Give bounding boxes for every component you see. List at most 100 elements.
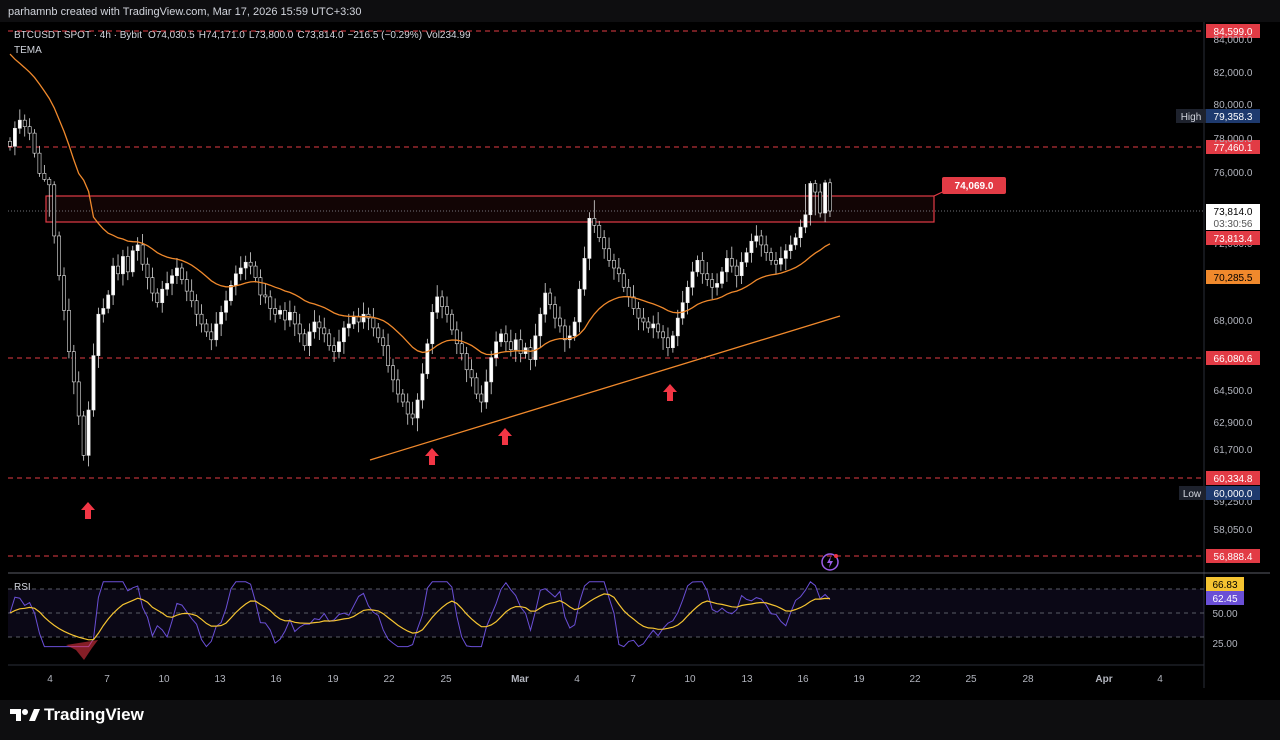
candle-body [661, 331, 665, 339]
time-axis[interactable]: 4 7 10 13 16 19 22 25 Mar 4 7 10 13 16 19 22 25 28 Apr 4 [47, 674, 1163, 685]
resistance-zone-box[interactable] [45, 195, 935, 223]
candle-body [656, 323, 661, 333]
candle-body [450, 313, 454, 331]
candle-body [332, 345, 336, 352]
price-axis-label: 82,000.0 [1214, 68, 1253, 79]
candle-body [396, 379, 400, 395]
candle-body [489, 357, 494, 383]
candle-body [631, 296, 636, 309]
candle-body [170, 275, 174, 284]
price-axis-label: 78,000.0 [1214, 134, 1253, 145]
candle-body [420, 373, 425, 401]
up-arrow-icon [663, 384, 677, 401]
rsi-axis-label: 50.00 [1212, 609, 1237, 620]
candle-body [793, 237, 798, 246]
up-arrow-icon [498, 428, 512, 445]
candle-body [292, 311, 297, 325]
candle-body [666, 337, 670, 349]
rsi-pane[interactable]: RSI 66.83 62.45 50.00 25.00 [8, 577, 1244, 660]
candle-body [454, 329, 459, 345]
price-axis-label: 76,000.0 [1214, 168, 1253, 179]
tradingview-logo[interactable]: TradingView [10, 705, 144, 725]
tema-line[interactable] [9, 53, 831, 356]
candle-body [361, 313, 366, 323]
candle-body [229, 285, 233, 302]
candle-body [680, 302, 685, 319]
rsi-purple-tag [1206, 591, 1244, 605]
candle-body [734, 265, 739, 277]
time-axis-label: 13 [741, 674, 753, 685]
candle-body [710, 279, 715, 288]
resistance-zone[interactable]: 74,069.0 [45, 177, 1006, 223]
candle-body [219, 311, 224, 325]
candle-body [400, 393, 405, 403]
candle-body [224, 300, 228, 313]
chart-canvas[interactable]: BTCUSDT SPOT · 4h · Bybit O74,030.5 H74,17… [0, 0, 1280, 700]
rsi-oversold-fill [66, 640, 98, 660]
candle-body [469, 369, 474, 379]
rsi-purple-value: 62.45 [1212, 594, 1237, 605]
candle-body [150, 277, 155, 294]
price-axis-label: 62,900.0 [1214, 418, 1253, 429]
candle-body [425, 343, 430, 375]
price-axis-label: 84,000.0 [1214, 35, 1253, 46]
alert-icon[interactable] [821, 553, 839, 571]
candle-body [209, 331, 214, 341]
candle-body [538, 313, 543, 337]
candle-body [27, 126, 32, 134]
candle-body [479, 393, 484, 403]
candle-body [798, 226, 803, 239]
time-axis-label: 10 [684, 674, 696, 685]
candle-body [744, 252, 749, 263]
candle-body [135, 244, 140, 251]
red-price-tag: 73,813.4 [1206, 231, 1260, 245]
level-tag-label: 77,460.1 [1214, 143, 1253, 154]
candle-body [130, 250, 135, 273]
footer: TradingView [0, 700, 1280, 740]
candle-body [651, 323, 656, 329]
tradingview-logo-icon [10, 709, 40, 721]
candle-body [533, 335, 538, 360]
price-axis-label: 64,500.0 [1214, 386, 1253, 397]
time-axis-label: 10 [158, 674, 170, 685]
candle-body [273, 308, 278, 315]
candle-body [597, 225, 602, 239]
candle-body [813, 183, 818, 193]
candle-body [155, 292, 160, 303]
candle-body [32, 132, 37, 154]
candle-body [788, 244, 793, 251]
candle-body [67, 310, 71, 352]
last-price-tag: 73,814.0 03:30:56 [1206, 204, 1260, 230]
low-tag: Low 60,000.0 [1179, 486, 1260, 500]
price-axis-label: 61,700.0 [1214, 445, 1253, 456]
candle-body [636, 308, 641, 319]
low-tag-label: Low [1183, 489, 1202, 500]
candle-body [81, 415, 86, 456]
candle-body [322, 327, 327, 335]
candle-body [317, 321, 322, 329]
tema-price-tag: 70,285.5 [1206, 270, 1260, 284]
candle-body [86, 409, 91, 456]
candle-body [528, 347, 533, 360]
candle-body [341, 327, 346, 343]
candle-body [464, 353, 469, 371]
level-tag [1206, 470, 1260, 485]
candle-body [518, 339, 523, 354]
rsi-line [9, 581, 831, 648]
candle-body [774, 260, 778, 265]
candle-body [165, 283, 170, 290]
legend-open: O74,030.5 [148, 30, 195, 41]
trendline[interactable] [369, 315, 841, 461]
candle-body [562, 325, 567, 341]
time-axis-label: 28 [1022, 674, 1034, 685]
candle-body [612, 260, 616, 269]
level-tag [1206, 139, 1260, 154]
last-price-value: 73,814.0 [1214, 207, 1253, 218]
time-axis-label: 7 [104, 674, 110, 685]
candle-body [312, 321, 317, 333]
price-axis-label: 59,250.0 [1214, 497, 1253, 508]
candle-body [602, 237, 607, 250]
candle-body [759, 235, 764, 246]
level-tag-label: 84,599.0 [1214, 27, 1253, 38]
candle-body [327, 333, 332, 347]
